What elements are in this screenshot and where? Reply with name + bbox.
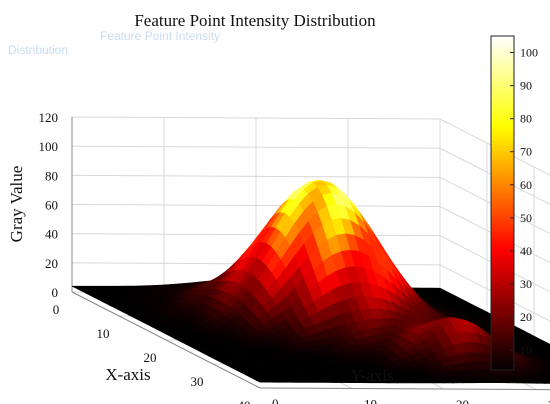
colorbar <box>490 35 515 371</box>
y-tick-label: 0 <box>272 396 279 404</box>
z-axis-label: Gray Value <box>7 166 26 243</box>
x-tick-label: 0 <box>53 302 60 317</box>
faint-text-2: Distribution <box>8 43 68 57</box>
z-tick-label: 60 <box>45 198 58 213</box>
axis-line <box>259 387 550 391</box>
x-tick-label: 20 <box>144 350 157 365</box>
colorbar-tick-label: 40 <box>520 244 532 258</box>
colorbar-tick-label: 100 <box>520 46 538 60</box>
z-tick-label: 40 <box>45 227 58 242</box>
colorbar-tick-label: 80 <box>520 112 532 126</box>
colorbar-tick-label: 30 <box>520 277 532 291</box>
y-axis-label: Y-axis <box>350 366 393 385</box>
colorbar-ticks: 10 20 30 40 50 60 70 80 90 100 <box>510 46 538 357</box>
z-tick-label: 100 <box>39 139 59 154</box>
z-tick-label: 120 <box>39 110 59 125</box>
colorbar-tick-label: 20 <box>520 310 532 324</box>
z-tick-label: 0 <box>52 285 59 300</box>
axis-line <box>71 291 261 389</box>
x-tick-label: 40 <box>238 398 251 404</box>
z-tick-label: 80 <box>45 168 58 183</box>
x-tick-label: 30 <box>191 374 204 389</box>
tick-layer: 0 20 40 60 80 100 120 0 10 20 30 40 0 10 20 30 40 <box>39 110 550 404</box>
colorbar-tick-label: 90 <box>520 79 532 93</box>
colorbar-tick-label: 10 <box>520 343 532 357</box>
y-tick-label: 30 <box>548 398 550 404</box>
surface-patch <box>255 379 270 383</box>
y-tick-label: 10 <box>364 397 377 404</box>
colorbar-tick-label: 60 <box>520 178 532 192</box>
z-tick-label: 20 <box>45 256 58 271</box>
colorbar-tick-label: 50 <box>520 211 532 225</box>
colorbar-tick-label: 70 <box>520 145 532 159</box>
chart-title: Feature Point Intensity Distribution <box>134 11 376 30</box>
x-tick-label: 10 <box>97 326 110 341</box>
x-axis-label: X-axis <box>105 365 150 384</box>
y-tick-label: 20 <box>456 397 469 404</box>
faint-text-1: Feature Point Intensity <box>100 29 220 43</box>
